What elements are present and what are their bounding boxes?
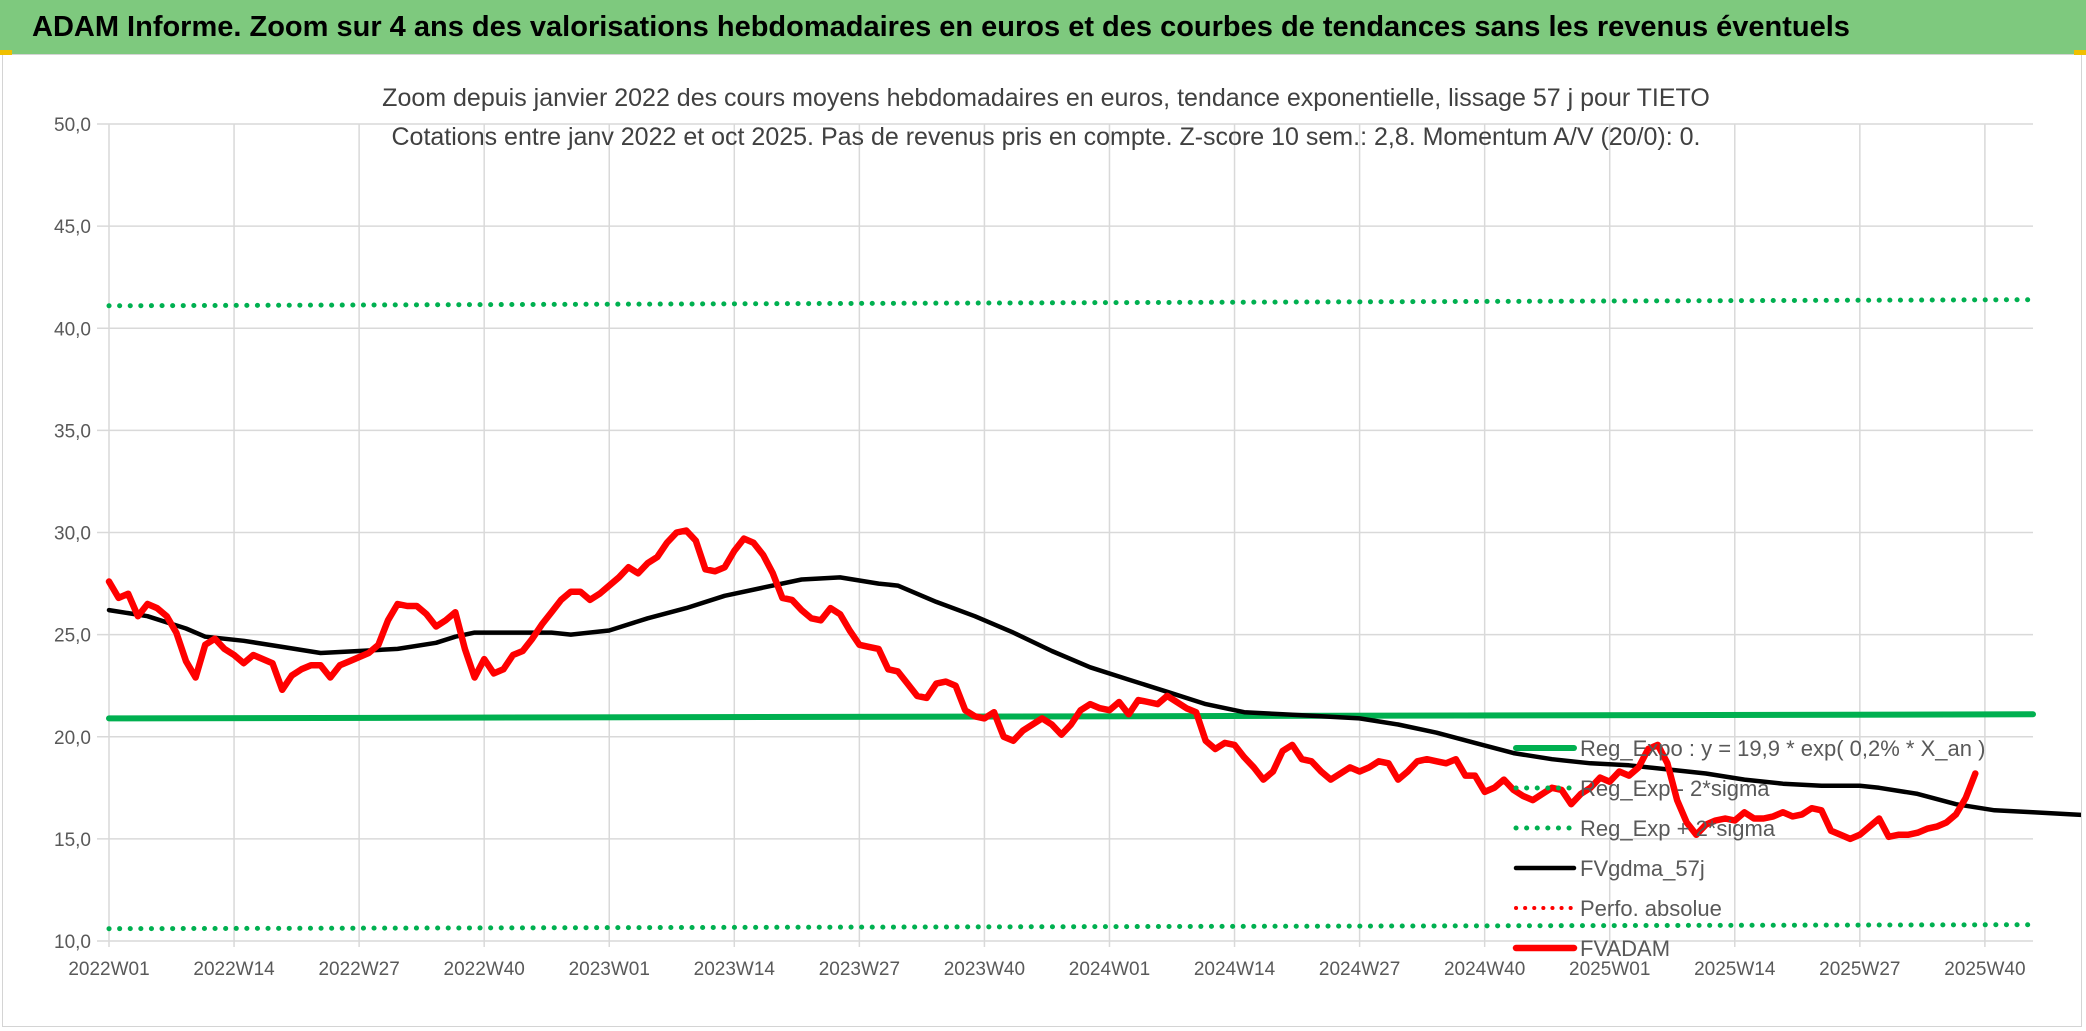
y-axis-ticks: 10,0 15,0 20,0 25,0 30,0 35,0 40,0 45,0 50,0 bbox=[54, 115, 91, 953]
banner-title: ADAM Informe. Zoom sur 4 ans des valoris… bbox=[32, 11, 1850, 43]
x-tick-label: 2023W40 bbox=[944, 959, 1025, 980]
y-tick-label: 20,0 bbox=[54, 728, 91, 749]
series-line-fvgdma-57j bbox=[106, 575, 2081, 818]
x-tick-label: 2024W14 bbox=[1194, 959, 1276, 980]
header-banner: ADAM Informe. Zoom sur 4 ans des valoris… bbox=[0, 0, 2086, 54]
x-tick-label: 2022W40 bbox=[444, 959, 525, 980]
x-tick-label: 2025W14 bbox=[1694, 959, 1776, 980]
series-line-fvadam bbox=[105, 527, 1979, 843]
y-tick-label: 30,0 bbox=[54, 524, 91, 545]
x-tick-label: 2023W27 bbox=[819, 959, 900, 980]
y-tick-label: 45,0 bbox=[54, 217, 91, 238]
x-tick-label: 2024W40 bbox=[1444, 959, 1525, 980]
legend-label-reg-exp-plus-2sigma: Reg_Exp + 2*sigma bbox=[1580, 816, 1776, 841]
chart-subtitle: Cotations entre janv 2022 et oct 2025. P… bbox=[391, 123, 1700, 151]
chart: 10,0 15,0 20,0 25,0 30,0 35,0 40,0 45,0 50,0 202… bbox=[54, 84, 2081, 980]
x-tick-label: 2024W27 bbox=[1319, 959, 1400, 980]
x-tick-label: 2022W01 bbox=[68, 959, 149, 980]
y-tick-label: 10,0 bbox=[54, 932, 91, 953]
chart-legend: Reg_Expo : y = 19,9 * exp( 0,2% * X_an )… bbox=[1512, 736, 1985, 961]
corner-accent-right bbox=[2074, 50, 2086, 55]
chart-title: Zoom depuis janvier 2022 des cours moyen… bbox=[382, 84, 1710, 112]
series-line-reg-exp-minus-2sigma bbox=[106, 922, 2036, 932]
corner-accent-left bbox=[0, 50, 12, 55]
x-axis-ticks: 2022W01 2022W14 2022W27 2022W40 2023W01 2023W… bbox=[68, 959, 2025, 980]
legend-label-fvgdma-57j: FVgdma_57j bbox=[1580, 856, 1705, 881]
x-tick-label: 2024W01 bbox=[1069, 959, 1150, 980]
legend-label-reg-exp-minus-2sigma: Reg_Exp - 2*sigma bbox=[1580, 776, 1770, 801]
x-tick-label: 2025W27 bbox=[1819, 959, 1900, 980]
chart-series bbox=[105, 297, 2081, 932]
legend-label-perfo-absolue: Perfo. absolue bbox=[1580, 896, 1722, 921]
y-tick-label: 50,0 bbox=[54, 115, 91, 136]
x-tick-label: 2025W40 bbox=[1944, 959, 2025, 980]
x-tick-label: 2023W14 bbox=[694, 959, 776, 980]
x-tick-label: 2022W27 bbox=[318, 959, 399, 980]
y-tick-label: 35,0 bbox=[54, 421, 91, 442]
legend-label-reg-expo: Reg_Expo : y = 19,9 * exp( 0,2% * X_an ) bbox=[1580, 736, 1985, 761]
y-tick-label: 25,0 bbox=[54, 626, 91, 647]
legend-label-fvadam: FVADAM bbox=[1580, 936, 1670, 961]
series-line-reg-exp-plus-2sigma bbox=[106, 297, 2036, 309]
chart-frame: 10,0 15,0 20,0 25,0 30,0 35,0 40,0 45,0 50,0 202… bbox=[2, 54, 2082, 1027]
x-tick-label: 2023W01 bbox=[569, 959, 650, 980]
x-tick-label: 2025W01 bbox=[1569, 959, 1650, 980]
y-tick-label: 15,0 bbox=[54, 830, 91, 851]
x-tick-label: 2022W14 bbox=[193, 959, 275, 980]
chart-grid bbox=[97, 123, 2033, 947]
series-line-reg-expo bbox=[106, 711, 2036, 722]
y-tick-label: 40,0 bbox=[54, 319, 91, 340]
